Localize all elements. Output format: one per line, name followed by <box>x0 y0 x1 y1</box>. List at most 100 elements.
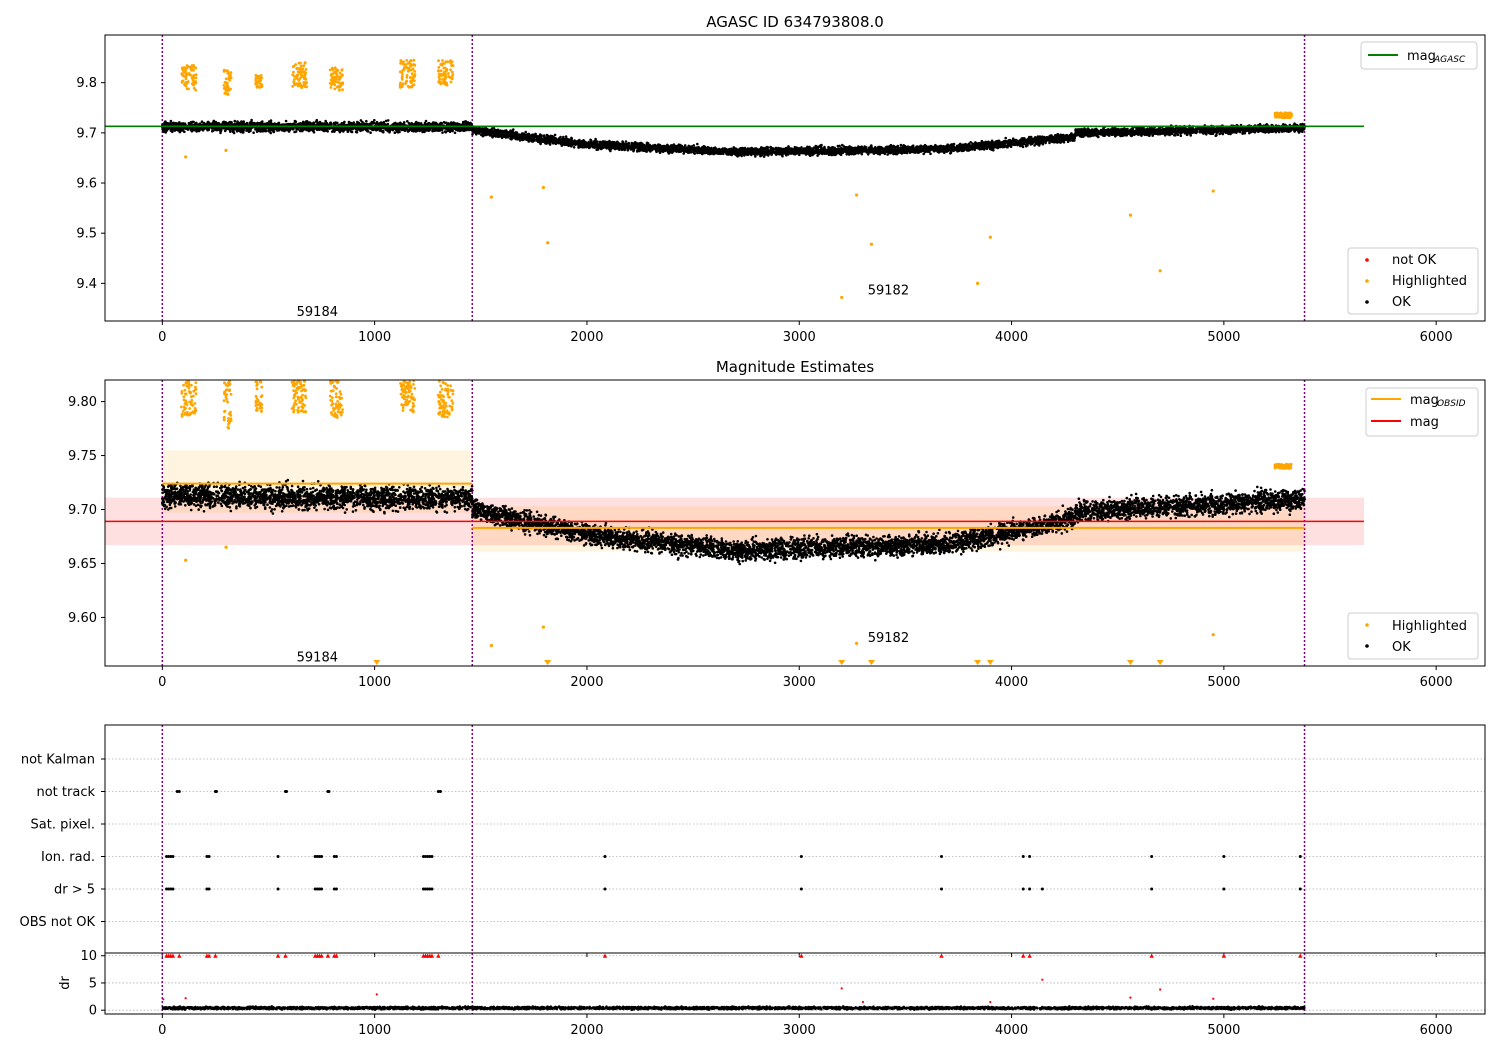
ok-point <box>169 129 173 132</box>
ok-point <box>624 140 628 143</box>
ok-point <box>331 130 334 133</box>
ok-point <box>210 127 214 130</box>
ok-point <box>464 127 467 131</box>
ok-point <box>337 128 341 132</box>
ok-point <box>315 128 319 131</box>
ok-point <box>240 129 243 132</box>
ok-point <box>541 138 544 141</box>
ok-point <box>676 147 679 150</box>
ok-point <box>373 118 376 122</box>
ok-point <box>162 130 166 133</box>
ok-point <box>548 136 552 140</box>
ok-point <box>318 121 322 125</box>
ok-point <box>341 128 344 132</box>
ok-point <box>681 145 684 149</box>
ok-point <box>355 127 358 130</box>
ok-point <box>245 121 249 125</box>
ok-point <box>355 130 359 134</box>
ok-point <box>565 141 568 145</box>
ok-point <box>545 133 549 137</box>
ok-point <box>173 129 176 132</box>
ok-point <box>322 129 326 133</box>
ok-point <box>320 128 323 131</box>
ok-point <box>515 133 519 136</box>
ok-point <box>370 120 374 124</box>
ok-point <box>231 130 235 134</box>
ok-point <box>690 145 694 148</box>
ok-point <box>439 121 443 125</box>
ok-point <box>445 121 448 125</box>
ok-point <box>603 145 607 149</box>
ok-point <box>657 146 660 149</box>
ok-point <box>179 123 182 126</box>
ok-point <box>650 144 654 148</box>
ok-point <box>524 130 527 134</box>
ok-point <box>522 132 526 136</box>
ok-point <box>162 127 165 130</box>
ok-point <box>233 119 237 123</box>
ok-point <box>402 122 406 125</box>
ok-point <box>434 121 438 125</box>
ok-point <box>518 139 522 142</box>
ok-point <box>608 141 611 144</box>
ok-point <box>497 130 500 133</box>
ok-point <box>480 133 483 137</box>
ok-point <box>617 147 620 150</box>
ok-point <box>719 148 722 152</box>
ok-point <box>347 123 351 126</box>
ok-point <box>460 129 464 132</box>
ok-point <box>697 151 701 154</box>
ok-point <box>774 146 778 150</box>
ok-point <box>660 146 663 150</box>
ok-point <box>622 146 626 150</box>
ok-point <box>161 123 165 126</box>
ok-point <box>293 119 297 123</box>
ok-point <box>288 127 292 131</box>
ok-point <box>529 138 532 142</box>
ok-point <box>198 122 202 125</box>
ok-point <box>403 129 407 132</box>
ok-point <box>429 123 433 126</box>
ok-point <box>464 120 468 123</box>
ok-point <box>562 142 565 146</box>
ok-point <box>235 123 239 126</box>
ok-point <box>639 147 642 150</box>
ok-point <box>256 129 260 133</box>
ok-point <box>693 147 697 151</box>
ok-point <box>200 120 204 123</box>
ok-point <box>551 136 555 139</box>
ok-point <box>588 145 592 148</box>
ok-point <box>531 134 534 138</box>
ok-point <box>281 127 284 131</box>
ok-point <box>604 143 607 146</box>
ok-point <box>229 130 232 133</box>
ok-point <box>729 147 733 151</box>
ok-point <box>643 143 646 147</box>
ok-point <box>571 140 574 143</box>
ok-point <box>241 122 244 125</box>
ok-point <box>420 128 423 132</box>
ok-point <box>676 144 679 148</box>
ok-point <box>382 130 385 134</box>
ok-point <box>431 121 435 124</box>
ok-point <box>612 146 616 150</box>
ok-point <box>511 136 514 139</box>
ok-point <box>455 127 458 130</box>
ok-point <box>698 148 702 151</box>
ok-point <box>192 120 195 124</box>
ok-point <box>322 122 326 125</box>
ok-point <box>538 133 542 136</box>
ok-point <box>474 129 477 132</box>
ok-point <box>606 145 609 148</box>
ok-point <box>630 143 633 147</box>
ok-point <box>272 130 276 134</box>
ok-point <box>601 141 605 144</box>
ok-point <box>264 129 268 133</box>
ok-point <box>618 145 622 148</box>
ok-point <box>577 144 580 148</box>
ok-point <box>630 146 633 150</box>
ok-point <box>406 128 410 131</box>
ok-point <box>423 121 427 125</box>
ok-point <box>234 127 237 131</box>
